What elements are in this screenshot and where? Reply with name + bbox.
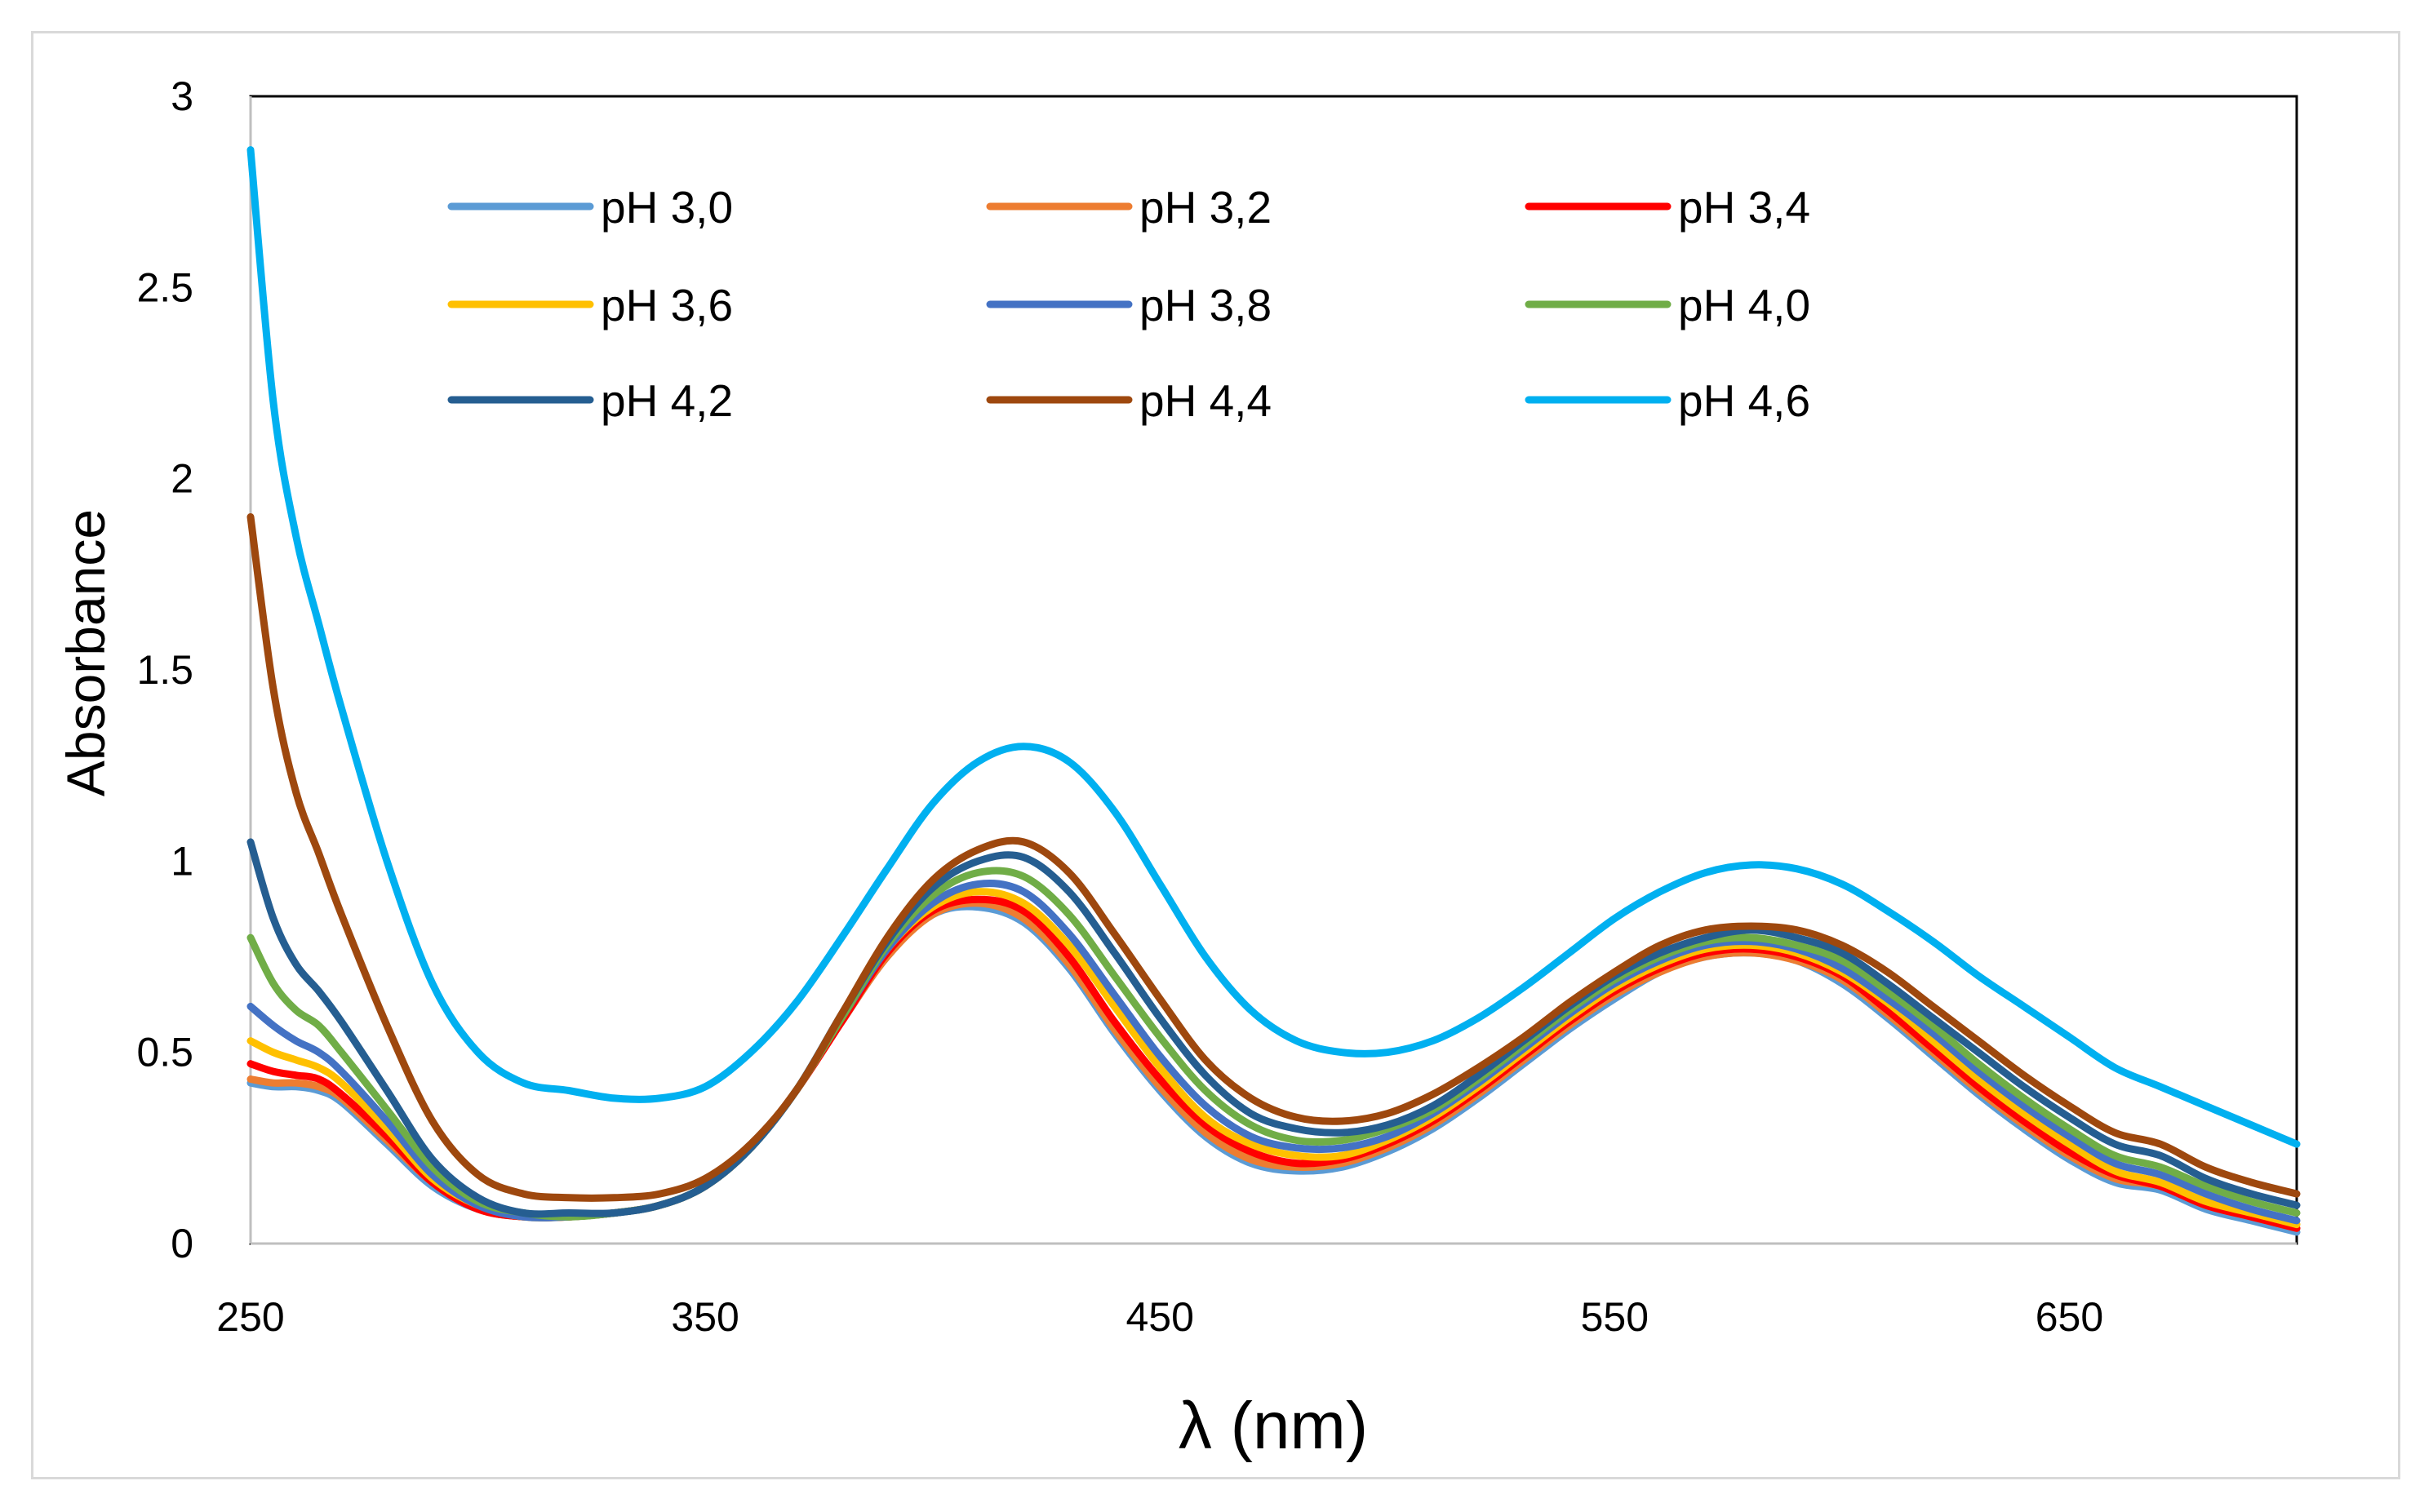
legend-label: pH 3,2 (1139, 182, 1272, 233)
x-tick-label: 350 (671, 1294, 739, 1340)
legend-label: pH 4,2 (601, 375, 733, 426)
y-tick-label: 3 (171, 73, 193, 119)
series-line-8 (246, 513, 2301, 1202)
x-tick-label: 250 (216, 1294, 284, 1340)
y-tick-label: 2 (171, 456, 193, 502)
legend-item: pH 3,2 (986, 182, 1272, 233)
series-line-5 (246, 880, 2301, 1225)
legend-item: pH 4,4 (986, 375, 1272, 426)
legend-item: pH 3,6 (447, 280, 733, 330)
y-tick-label: 0.5 (136, 1030, 193, 1075)
series-layer (246, 146, 2301, 1236)
x-axis-title: λ (nm) (1179, 1389, 1368, 1463)
x-tick-label: 450 (1126, 1294, 1194, 1340)
x-tick-label: 650 (2036, 1294, 2103, 1340)
plot-area (249, 95, 2298, 1245)
legend-label: pH 3,0 (601, 182, 733, 233)
y-tick-label: 1 (171, 838, 193, 884)
legend: pH 3,0 pH 3,2 pH 3,4 pH 3,6 pH 3,8 pH 4,0 pH 4… (447, 182, 1810, 426)
y-tick-label: 2.5 (136, 264, 193, 310)
y-tick-label: 1.5 (136, 647, 193, 693)
legend-item: pH 4,0 (1525, 280, 1810, 330)
legend-item: pH 4,6 (1525, 375, 1810, 426)
legend-item: pH 3,0 (447, 182, 733, 233)
series-line-7 (246, 838, 2301, 1218)
legend-label: pH 3,6 (601, 280, 733, 330)
legend-label: pH 4,0 (1678, 280, 1810, 330)
chart-frame (31, 31, 2400, 1479)
legend-item: pH 3,8 (986, 280, 1272, 330)
legend-label: pH 4,6 (1678, 375, 1810, 426)
y-axis-title: Absorbance (55, 509, 116, 796)
legend-label: pH 4,4 (1139, 375, 1272, 426)
x-tick-label: 550 (1581, 1294, 1649, 1340)
series-line-2 (246, 899, 2301, 1232)
legend-item: pH 4,2 (447, 375, 733, 426)
axis-layer: 250 350 450 550 650 0 0.5 1 1.5 2 2.5 3 (136, 73, 2103, 1340)
legend-label: pH 3,4 (1678, 182, 1810, 233)
y-tick-label: 0 (171, 1221, 193, 1266)
series-line-9 (246, 146, 2301, 1148)
legend-label: pH 3,8 (1139, 280, 1272, 330)
legend-item: pH 3,4 (1525, 182, 1810, 233)
